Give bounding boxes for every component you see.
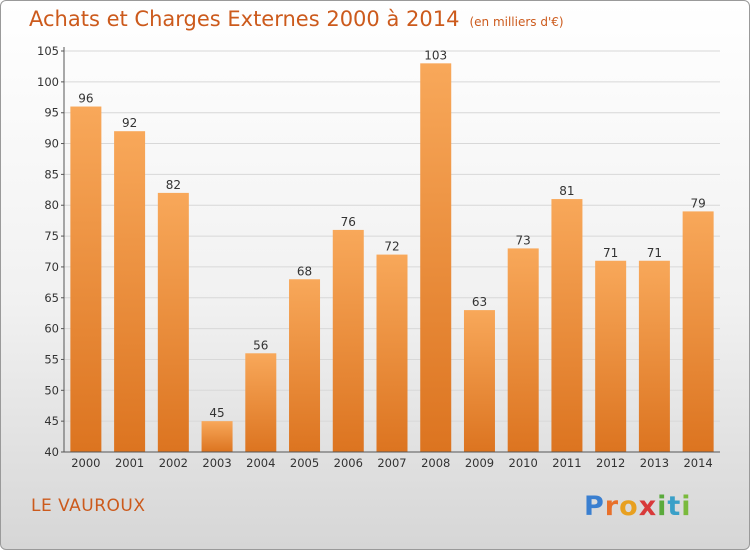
y-tick-label: 60	[44, 322, 59, 336]
bar-2011	[551, 199, 583, 452]
data-label: 92	[122, 116, 137, 130]
bar-2009	[463, 310, 495, 452]
x-tick-label: 2008	[421, 456, 450, 470]
x-tick-label: 2012	[596, 456, 625, 470]
bar-2010	[507, 248, 539, 452]
proxiti-logo: Proxiti	[584, 491, 692, 522]
data-label: 73	[516, 233, 531, 247]
logo-letter: r	[604, 491, 620, 522]
y-tick-label: 45	[44, 414, 59, 428]
data-label: 71	[603, 246, 618, 260]
data-label: 81	[559, 184, 574, 198]
data-label: 68	[297, 264, 312, 278]
x-tick-label: 2004	[246, 456, 275, 470]
y-tick-label: 50	[44, 383, 59, 397]
data-label: 63	[472, 295, 487, 309]
x-tick-label: 2011	[552, 456, 581, 470]
data-label: 96	[78, 92, 93, 106]
y-tick-label: 55	[44, 352, 59, 366]
bar-2005	[289, 279, 321, 452]
chart-unit: (en milliers d'€)	[469, 15, 564, 29]
bar-2012	[595, 260, 627, 452]
bar-2001	[114, 131, 146, 452]
bar-2013	[638, 260, 670, 452]
logo-letter: o	[619, 491, 639, 522]
logo-letter: i	[681, 491, 692, 522]
y-tick-label: 100	[37, 75, 59, 89]
x-tick-label: 2000	[71, 456, 100, 470]
logo-letter: i	[657, 491, 668, 522]
chart-title: Achats et Charges Externes 2000 à 2014 (e…	[29, 7, 564, 31]
y-tick-label: 75	[44, 229, 59, 243]
data-label: 45	[209, 406, 224, 420]
bar-2003	[201, 421, 233, 452]
data-label: 76	[341, 215, 356, 229]
x-tick-label: 2005	[290, 456, 319, 470]
y-tick-label: 95	[44, 106, 59, 120]
x-tick-label: 2013	[640, 456, 669, 470]
y-tick-label: 40	[44, 445, 59, 459]
x-tick-label: 2007	[377, 456, 406, 470]
data-label: 103	[424, 48, 447, 62]
bar-2000	[70, 106, 102, 453]
y-tick-label: 70	[44, 260, 59, 274]
place-name: LE VAUROUX	[31, 496, 146, 516]
x-tick-label: 2010	[509, 456, 538, 470]
x-tick-label: 2001	[115, 456, 144, 470]
data-label: 72	[384, 240, 399, 254]
y-tick-label: 85	[44, 167, 59, 181]
bar-2002	[157, 192, 189, 452]
data-label: 71	[647, 246, 662, 260]
axes: 40 45 50 55 60 65 70 75 80 85 90 95 100 105 2000 2001 20…	[37, 44, 720, 470]
logo-letter: x	[638, 491, 658, 522]
data-label: 82	[166, 178, 181, 192]
data-label: 79	[690, 196, 705, 210]
bars: 96 92 82 45 56 68 76 72 103 63 73 81 71 71 79	[70, 48, 714, 453]
logo-letter: P	[584, 491, 605, 522]
bar-2014	[682, 211, 714, 452]
y-tick-label: 90	[44, 137, 59, 151]
y-tick-label: 80	[44, 198, 59, 212]
logo-letter: t	[667, 491, 682, 522]
bar-2008	[420, 63, 452, 452]
x-tick-label: 2014	[683, 456, 712, 470]
x-tick-label: 2003	[202, 456, 231, 470]
x-tick-label: 2006	[334, 456, 363, 470]
y-tick-label: 105	[37, 44, 59, 58]
x-tick-label: 2002	[159, 456, 188, 470]
chart-title-text: Achats et Charges Externes 2000 à 2014	[29, 7, 460, 31]
data-label: 56	[253, 338, 268, 352]
bar-2006	[332, 229, 364, 452]
x-tick-label: 2009	[465, 456, 494, 470]
bar-2007	[376, 254, 408, 452]
bar-2004	[245, 353, 277, 452]
y-tick-label: 65	[44, 291, 59, 305]
